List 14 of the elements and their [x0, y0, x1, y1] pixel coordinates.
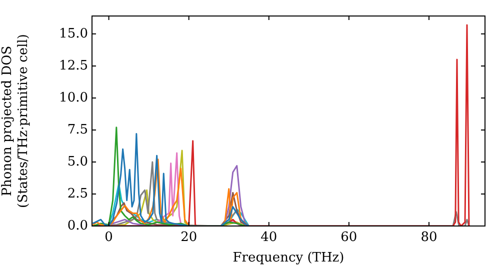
y-tick-label: 2.5 — [67, 186, 88, 202]
x-tick-label: 40 — [260, 230, 278, 246]
y-tick-label: 12.5 — [59, 58, 88, 74]
y-axis-title: Phonon projected DOS (States/THz·primitive cell) — [0, 34, 31, 208]
x-tick-label: 0 — [104, 230, 113, 246]
y-tick-label: 7.5 — [67, 122, 88, 138]
y-tick-label: 0.0 — [67, 218, 88, 234]
y-tick-label: 10.0 — [59, 90, 88, 106]
x-tick-label: 80 — [420, 230, 438, 246]
x-axis-title: Frequency (THz) — [232, 250, 344, 266]
y-tick-label: 15.0 — [59, 26, 88, 42]
y-tick-label: 5.0 — [67, 154, 88, 170]
x-tick-label: 60 — [340, 230, 358, 246]
x-tick-label: 20 — [180, 230, 198, 246]
